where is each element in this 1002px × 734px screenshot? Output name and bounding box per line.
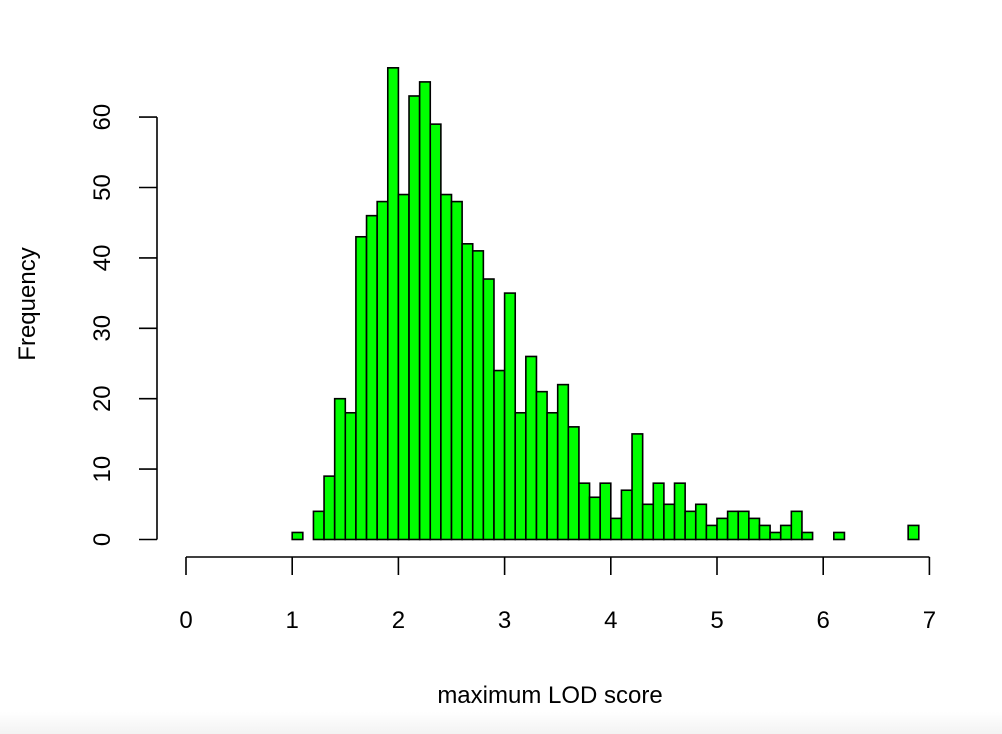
histogram-bar: [599, 482, 612, 541]
y-axis: 0 10 20 30 40 50 60: [89, 104, 158, 546]
y-tick-label: 0: [89, 533, 116, 546]
histogram-bar: [716, 517, 729, 541]
histogram-bar: [641, 503, 655, 541]
histogram-bar: [482, 278, 495, 541]
x-tick-label: 7: [923, 607, 936, 634]
histogram-bar: [429, 123, 442, 541]
histogram-bar: [684, 510, 697, 541]
histogram-bars: [291, 67, 920, 541]
y-tick-label: 40: [89, 245, 116, 272]
histogram-bar: [790, 510, 803, 541]
y-tick-label: 60: [89, 104, 116, 131]
histogram-bar: [673, 482, 686, 541]
x-tick-label: 3: [498, 607, 511, 634]
y-tick-label: 50: [89, 174, 116, 201]
histogram-bar: [323, 475, 336, 541]
histogram-bar: [450, 200, 463, 541]
histogram-bar: [440, 193, 453, 541]
x-axis: 0 1 2 3 4 5 6 7: [179, 556, 936, 634]
histogram-bar: [365, 214, 378, 541]
histogram-bar: [663, 503, 676, 541]
x-tick-label: 0: [179, 607, 192, 634]
histogram-bar: [333, 397, 347, 541]
histogram-bar: [408, 95, 421, 541]
histogram-bar: [758, 524, 771, 541]
histogram-bar: [471, 250, 485, 541]
histogram-bar: [833, 531, 846, 541]
x-tick-label: 6: [817, 607, 830, 634]
x-tick-label: 2: [392, 607, 405, 634]
histogram-bar: [386, 67, 400, 541]
x-tick-label: 1: [286, 607, 299, 634]
x-axis-title: maximum LOD score: [437, 682, 662, 709]
histogram-bar: [535, 390, 548, 541]
histogram-bar: [525, 355, 538, 541]
histogram-bar: [769, 531, 782, 541]
histogram-bar: [461, 243, 474, 541]
histogram-bar: [694, 503, 708, 541]
y-tick-label: 10: [89, 456, 116, 483]
histogram-bar: [503, 292, 517, 541]
histogram-bar: [344, 411, 357, 541]
histogram-bar: [620, 489, 633, 541]
histogram-bar: [631, 433, 644, 541]
histogram-bar: [567, 426, 580, 541]
histogram-bar: [748, 517, 761, 541]
histogram-bar: [652, 482, 665, 541]
histogram-bar: [397, 193, 410, 541]
y-tick-label: 20: [89, 385, 116, 412]
histogram-bar: [779, 524, 793, 541]
histogram-bar: [355, 235, 368, 541]
histogram-bar: [737, 510, 750, 541]
x-tick-label: 4: [604, 607, 617, 634]
histogram-bar: [418, 81, 432, 541]
histogram-bar: [514, 411, 527, 541]
x-tick-label: 5: [710, 607, 723, 634]
histogram-bar: [493, 369, 506, 541]
histogram-bar: [376, 200, 389, 541]
bottom-band: [0, 712, 1002, 734]
histogram-bar: [801, 531, 814, 541]
histogram-bar: [726, 510, 740, 541]
histogram-bar: [588, 496, 601, 541]
histogram-bar: [907, 524, 920, 541]
y-axis-title: Frequency: [14, 247, 41, 360]
histogram-bar: [705, 524, 718, 541]
y-tick-label: 30: [89, 315, 116, 342]
histogram-bar: [578, 482, 591, 541]
histogram-bar: [556, 383, 570, 541]
histogram-bar: [609, 517, 623, 541]
histogram-bar: [291, 531, 304, 541]
histogram-bar: [546, 411, 559, 541]
histogram-bar: [312, 510, 325, 541]
